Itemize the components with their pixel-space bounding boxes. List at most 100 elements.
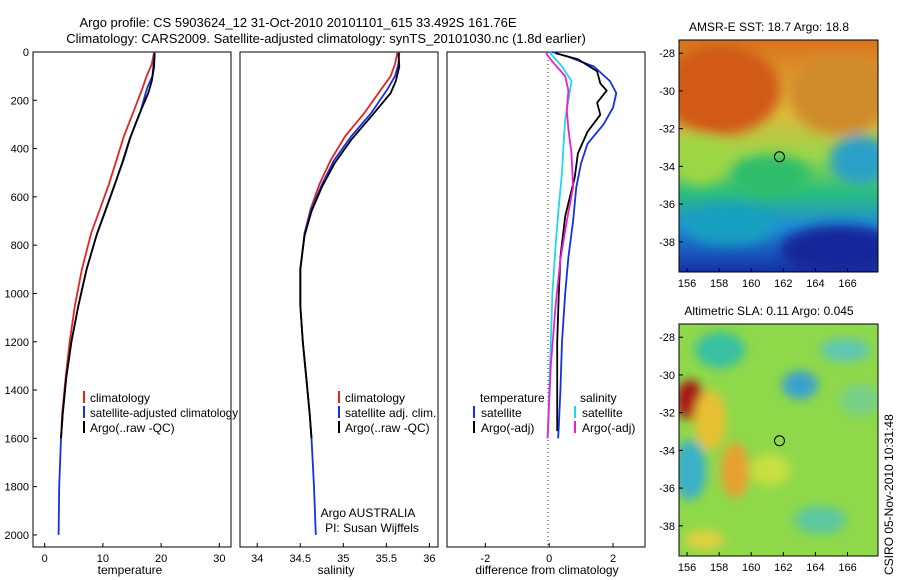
sst-map-frame bbox=[678, 39, 879, 273]
ytick-label-3: 600 bbox=[11, 192, 29, 204]
map-ytick-label-2: -32 bbox=[659, 124, 675, 136]
map-xtick-label-1: 158 bbox=[710, 278, 728, 290]
figure-title-line2: Climatology: CARS2009. Satellite-adjuste… bbox=[66, 31, 586, 46]
map-xtick-label-3: 162 bbox=[774, 562, 792, 574]
legend-label-sal-satellite: satellite bbox=[582, 406, 623, 420]
institution-annotation: Argo AUSTRALIA bbox=[321, 506, 416, 520]
sst-heatmap bbox=[679, 40, 878, 272]
argo-float-marker bbox=[773, 435, 785, 447]
map-xtick-label-4: 164 bbox=[806, 562, 824, 574]
sst-map-panel: AMSR-E SST: 18.7 Argo: 18.8 156 158 160 162… bbox=[659, 20, 879, 290]
argo-float-marker bbox=[773, 151, 785, 163]
xtick-label-salinity-3: 35.5 bbox=[376, 553, 397, 565]
xtick-label-difference-0: -2 bbox=[480, 553, 490, 565]
figure-title-line1: Argo profile: CS 5903624_12 31-Oct-2010 … bbox=[79, 15, 516, 30]
legend-label-temp-argo: Argo(-adj) bbox=[481, 421, 534, 435]
temperature-xlabel: temperature bbox=[98, 563, 163, 577]
map-ytick-label-4: -36 bbox=[659, 483, 675, 495]
salinity-xticks: 34 34.5 35 35.5 36 bbox=[251, 543, 436, 565]
temperature-series-layer bbox=[57, 51, 156, 535]
xtick-label-salinity-0: 34 bbox=[251, 553, 263, 565]
series-line-salinity-2 bbox=[299, 53, 401, 439]
xtick-label-salinity-2: 35 bbox=[337, 553, 349, 565]
map-xtick-label-0: 156 bbox=[678, 562, 696, 574]
map-xtick-label-2: 160 bbox=[742, 278, 760, 290]
ytick-label-0: 0 bbox=[23, 47, 29, 59]
series-line-difference-0 bbox=[552, 51, 618, 439]
ytick-label-10: 2000 bbox=[5, 530, 29, 542]
xtick-label-temperature-0: 0 bbox=[42, 553, 48, 565]
series-line-difference-2 bbox=[546, 51, 573, 439]
legend-label-climatology: climatology bbox=[90, 391, 150, 405]
salinity-profile-panel: 34 34.5 35 35.5 36 salinity climatology sate… bbox=[239, 51, 439, 577]
salinity-series-layer bbox=[299, 51, 401, 535]
legend-label-climatology: climatology bbox=[345, 391, 405, 405]
map-xtick-label-0: 156 bbox=[678, 278, 696, 290]
salinity-xlabel: salinity bbox=[318, 563, 355, 577]
map-xtick-label-5: 166 bbox=[838, 278, 856, 290]
temperature-yticks: 0 200 400 600 800 1000 1200 1400 1600 1800 2000 bbox=[5, 47, 37, 542]
ytick-label-7: 1400 bbox=[5, 385, 29, 397]
legend-header-salinity: salinity bbox=[580, 391, 617, 405]
xtick-label-difference-1: 0 bbox=[546, 553, 552, 565]
temperature-xticks: 0 10 20 30 bbox=[42, 543, 225, 565]
pi-annotation: PI: Susan Wijffels bbox=[325, 521, 419, 535]
xtick-label-salinity-4: 36 bbox=[423, 553, 435, 565]
temperature-axes-frame bbox=[32, 51, 232, 548]
map-ytick-label-1: -30 bbox=[659, 370, 675, 382]
ytick-label-6: 1200 bbox=[5, 337, 29, 349]
sla-heatmap bbox=[679, 324, 878, 556]
sst-map-yticks: -28 -30 -32 -34 -36 -38 bbox=[659, 48, 683, 249]
legend-label-satellite-adj: satellite adj. clim. bbox=[345, 406, 436, 420]
temperature-profile-panel: 0 10 20 30 0 200 400 600 800 1000 1200 1400 1600 180… bbox=[5, 47, 238, 577]
sla-map-yticks: -28 -30 -32 -34 -36 -38 bbox=[659, 332, 683, 533]
difference-profile-panel: -2 0 2 difference from climatology tempera… bbox=[446, 51, 646, 577]
map-xtick-label-3: 162 bbox=[774, 278, 792, 290]
temperature-legend: climatology satellite-adjusted climatolo… bbox=[83, 391, 238, 435]
xtick-label-difference-2: 2 bbox=[610, 553, 616, 565]
sla-map-panel: Altimetric SLA: 0.11 Argo: 0.045 156 158 1… bbox=[659, 304, 879, 574]
series-line-difference-1 bbox=[555, 52, 608, 432]
timestamp-stamp: CSIRO 05-Nov-2010 10:31:48 bbox=[882, 414, 896, 575]
map-ytick-label-1: -30 bbox=[659, 86, 675, 98]
map-ytick-label-3: -34 bbox=[659, 161, 675, 173]
ytick-label-1: 200 bbox=[11, 95, 29, 107]
sst-map-title: AMSR-E SST: 18.7 Argo: 18.8 bbox=[689, 20, 849, 34]
difference-axes-frame bbox=[446, 51, 646, 548]
map-ytick-label-2: -32 bbox=[659, 408, 675, 420]
legend-label-argo: Argo(..raw -QC) bbox=[345, 421, 430, 435]
map-ytick-label-4: -36 bbox=[659, 199, 675, 211]
sla-map-frame bbox=[678, 323, 879, 557]
map-ytick-label-0: -28 bbox=[659, 48, 675, 60]
legend-label-argo: Argo(..raw -QC) bbox=[90, 421, 175, 435]
map-ytick-label-5: -38 bbox=[659, 521, 675, 533]
sst-map-xticks: 156 158 160 162 164 166 bbox=[678, 268, 857, 290]
map-ytick-label-0: -28 bbox=[659, 332, 675, 344]
ytick-label-9: 1800 bbox=[5, 482, 29, 494]
legend-label-temp-satellite: satellite bbox=[481, 406, 522, 420]
map-ytick-label-5: -38 bbox=[659, 237, 675, 249]
series-line-temperature-2 bbox=[60, 53, 156, 439]
xtick-label-temperature-1: 10 bbox=[97, 553, 109, 565]
difference-legend: temperature salinity satellite Argo(-adj… bbox=[473, 391, 635, 435]
series-line-temperature-0 bbox=[60, 51, 155, 439]
salinity-legend: climatology satellite adj. clim. Argo(..… bbox=[338, 391, 436, 435]
series-line-difference-3 bbox=[545, 52, 574, 439]
sla-map-xticks: 156 158 160 162 164 166 bbox=[678, 552, 857, 574]
sla-map-title: Altimetric SLA: 0.11 Argo: 0.045 bbox=[684, 304, 854, 318]
ytick-label-2: 400 bbox=[11, 144, 29, 156]
map-xtick-label-4: 164 bbox=[806, 278, 824, 290]
map-xtick-label-1: 158 bbox=[710, 562, 728, 574]
map-ytick-label-3: -34 bbox=[659, 445, 675, 457]
ytick-label-4: 800 bbox=[11, 240, 29, 252]
difference-xlabel: difference from climatology bbox=[475, 563, 618, 577]
salinity-axes-frame bbox=[239, 51, 439, 548]
map-xtick-label-5: 166 bbox=[838, 562, 856, 574]
legend-header-temperature: temperature bbox=[480, 391, 545, 405]
difference-series-layer bbox=[545, 51, 618, 439]
xtick-label-temperature-3: 30 bbox=[213, 553, 225, 565]
xtick-label-temperature-2: 20 bbox=[155, 553, 167, 565]
ytick-label-8: 1600 bbox=[5, 433, 29, 445]
ytick-label-5: 1000 bbox=[5, 288, 29, 300]
